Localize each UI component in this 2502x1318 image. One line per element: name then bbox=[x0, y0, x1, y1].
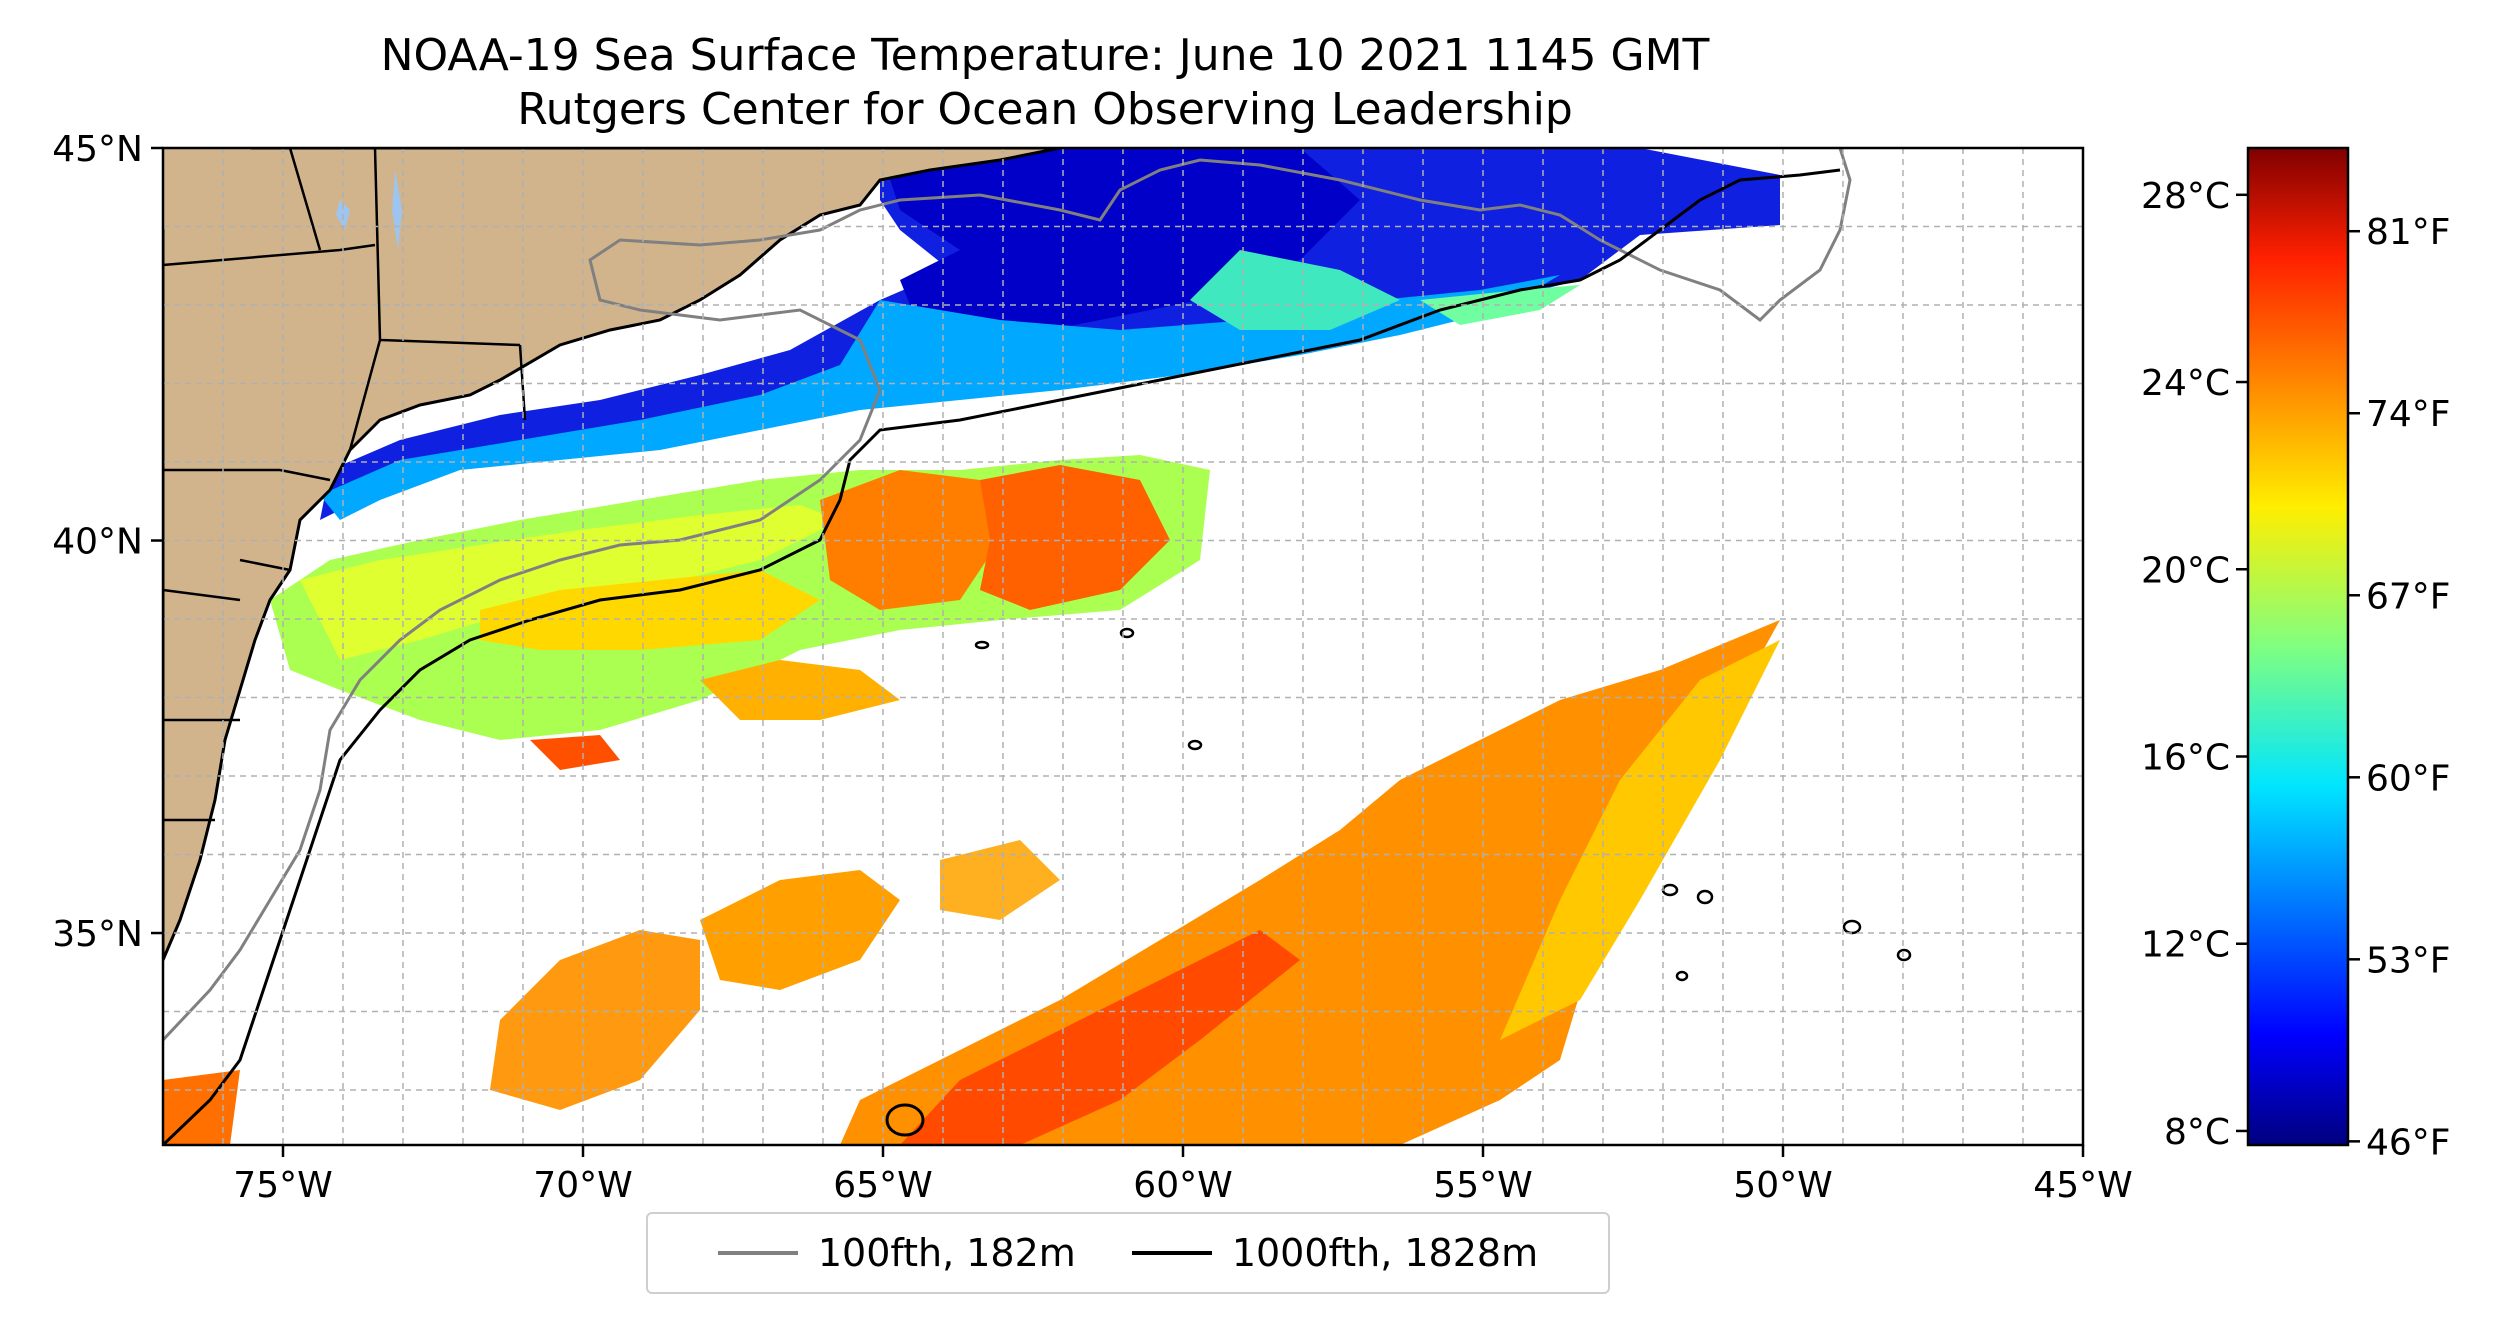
colorbar-fahrenheit-ticks: 46°F 53°F 60°F 67°F 74°F 81°F bbox=[2348, 212, 2451, 1163]
map-frame bbox=[161, 146, 2085, 1147]
y-axis: 35°N 40°N 45°N bbox=[52, 129, 163, 955]
colorbar-label-celsius: 16°C bbox=[2141, 737, 2230, 778]
colorbar-label-celsius: 8°C bbox=[2164, 1112, 2230, 1153]
colorbar-celsius-ticks: 8°C 12°C 16°C 20°C 24°C 28°C bbox=[2141, 176, 2248, 1153]
colorbar-label-fahrenheit: 81°F bbox=[2366, 212, 2451, 253]
colorbar-label-fahrenheit: 60°F bbox=[2366, 758, 2451, 799]
isobath-1000fth bbox=[163, 168, 1841, 1145]
seamount bbox=[1119, 627, 1135, 639]
x-tick-label: 60°W bbox=[1133, 1165, 1232, 1206]
colorbar: 8°C 12°C 16°C 20°C 24°C 28°C 46°F 53°F 60°F 67°F… bbox=[2141, 146, 2451, 1163]
seamount bbox=[1896, 948, 1912, 962]
y-tick-label: 35°N bbox=[52, 914, 143, 955]
title-line-2: Rutgers Center for Ocean Observing Leade… bbox=[517, 84, 1573, 135]
y-tick-label: 40°N bbox=[52, 522, 143, 563]
legend: 100fth, 182m 1000fth, 1828m bbox=[646, 1212, 1610, 1294]
legend-label-1000fth: 1000fth, 1828m bbox=[1231, 1231, 1539, 1275]
legend-line-100fth bbox=[717, 1251, 798, 1255]
colorbar-label-celsius: 20°C bbox=[2141, 550, 2230, 591]
x-axis: 75°W 70°W 65°W 60°W 55°W 50°W 45°W bbox=[233, 1145, 2133, 1206]
x-tick-label: 50°W bbox=[1733, 1165, 1832, 1206]
seamount bbox=[1696, 889, 1714, 905]
colorbar-label-fahrenheit: 53°F bbox=[2366, 940, 2451, 981]
colorbar-gradient bbox=[2246, 146, 2350, 1147]
x-tick-label: 70°W bbox=[533, 1165, 632, 1206]
x-tick-label: 45°W bbox=[2033, 1165, 2132, 1206]
gridlines bbox=[163, 148, 2083, 1145]
title-line-1: NOAA-19 Sea Surface Temperature: June 10… bbox=[380, 30, 1710, 81]
legend-line-1000fth bbox=[1131, 1251, 1212, 1255]
land bbox=[163, 148, 1061, 961]
seamount bbox=[1675, 970, 1689, 982]
legend-item-100fth: 100fth, 182m bbox=[717, 1231, 1076, 1275]
legend-label-100fth: 100fth, 182m bbox=[817, 1231, 1076, 1275]
legend-item-1000fth: 1000fth, 1828m bbox=[1131, 1231, 1539, 1275]
isobath-100fth bbox=[163, 148, 1852, 1042]
x-tick-label: 75°W bbox=[233, 1165, 332, 1206]
colorbar-label-celsius: 12°C bbox=[2141, 925, 2230, 966]
seamount bbox=[1187, 739, 1203, 751]
colorbar-label-celsius: 24°C bbox=[2141, 363, 2230, 404]
map-area bbox=[163, 148, 2083, 1145]
y-tick-label: 45°N bbox=[52, 129, 143, 170]
colorbar-label-celsius: 28°C bbox=[2141, 176, 2230, 217]
colorbar-label-fahrenheit: 67°F bbox=[2366, 576, 2451, 617]
colorbar-label-fahrenheit: 74°F bbox=[2366, 394, 2451, 435]
x-tick-label: 65°W bbox=[833, 1165, 932, 1206]
seamount bbox=[974, 640, 990, 650]
sst-gulf-stream bbox=[270, 455, 1210, 740]
sst-southern-swath bbox=[163, 620, 1780, 1145]
seamount bbox=[885, 1103, 925, 1137]
x-tick-label: 55°W bbox=[1433, 1165, 1532, 1206]
colorbar-label-fahrenheit: 46°F bbox=[2366, 1122, 2451, 1163]
isobaths bbox=[163, 148, 1912, 1145]
